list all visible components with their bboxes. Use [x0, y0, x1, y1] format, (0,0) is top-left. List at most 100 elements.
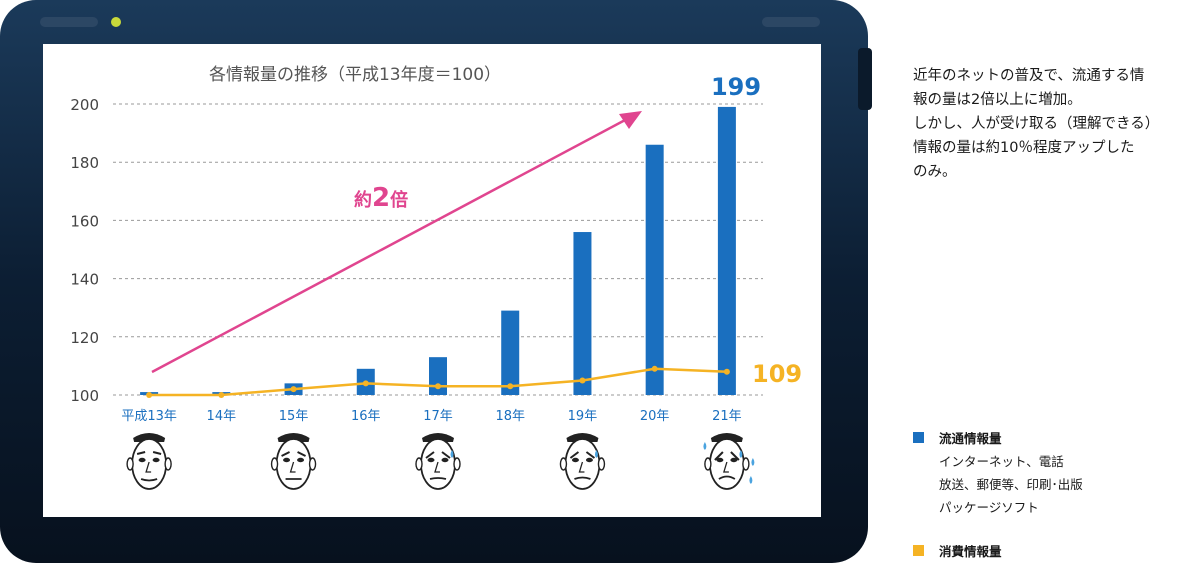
legend-detail: 放送、郵便等、印刷･出版 — [939, 477, 1083, 492]
bar — [645, 144, 664, 395]
eye — [716, 457, 724, 463]
face-neutral-icon — [126, 433, 172, 490]
legend-swatch-flow — [913, 432, 924, 443]
line-point — [651, 365, 658, 372]
eye — [283, 457, 291, 463]
gridlines — [113, 103, 763, 396]
annotation-suffix: 倍 — [390, 189, 408, 211]
tablet-screen: 各情報量の推移（平成13年度＝100） 100 120 140 160 180 200 平… — [43, 44, 821, 517]
ear — [597, 457, 606, 471]
bar — [501, 310, 520, 395]
eyebrow — [714, 451, 724, 461]
line-point — [507, 383, 514, 390]
y-tick-label: 180 — [70, 154, 99, 172]
bar — [429, 357, 447, 395]
bar-series — [140, 106, 736, 395]
bar-end-label: 199 — [711, 73, 761, 101]
ear — [308, 457, 317, 471]
line-point — [579, 377, 586, 384]
x-axis-labels: 平成13年 14年 15年 16年 17年 18年 19年 20年 21年 — [121, 409, 741, 424]
ear — [164, 457, 172, 471]
description-line: 報の量は2倍以上に増加。 — [913, 92, 1082, 108]
sweat-drop — [751, 458, 755, 466]
eyebrow — [569, 451, 580, 459]
sweat-drop — [594, 450, 598, 458]
hair — [133, 433, 166, 442]
line-point — [290, 386, 297, 393]
hair — [710, 433, 743, 442]
eyebrow — [441, 451, 451, 459]
ear — [704, 457, 712, 471]
tablet-side-button — [858, 48, 872, 110]
line-point — [146, 392, 153, 398]
description-line: 情報の量は約10％程度アップした — [913, 140, 1135, 156]
face-worried-icon — [415, 433, 461, 490]
x-tick-label: 平成13年 — [121, 409, 177, 424]
eyebrow — [297, 451, 307, 457]
mouth — [574, 476, 591, 480]
legend-detail: インターネット、電話 — [939, 454, 1064, 469]
legend-label-flow: 流通情報量 — [939, 431, 1002, 446]
hair — [277, 433, 310, 442]
line-end-label: 109 — [752, 360, 802, 388]
description-line: 近年のネットの普及で、流通する情 — [913, 68, 1145, 84]
legend-detail: パッケージソフト — [939, 500, 1039, 515]
growth-arrow — [151, 111, 642, 374]
face-sweating-icon — [559, 433, 606, 490]
hair — [422, 433, 454, 442]
eyebrow — [152, 451, 162, 455]
speaker-grille-left — [40, 17, 98, 27]
x-tick-label: 16年 — [351, 409, 381, 424]
x-tick-label: 15年 — [279, 409, 309, 424]
chart-title: 各情報量の推移（平成13年度＝100） — [209, 65, 501, 85]
x-tick-label: 20年 — [640, 409, 670, 424]
nose — [723, 461, 729, 473]
y-axis-labels: 100 120 140 160 180 200 — [70, 96, 99, 405]
speaker-grille-right — [762, 17, 820, 27]
chart: 各情報量の推移（平成13年度＝100） 100 120 140 160 180 200 平… — [70, 65, 802, 490]
x-tick-label: 19年 — [568, 409, 598, 424]
mouth — [140, 478, 158, 482]
eye — [585, 457, 593, 463]
annotation-prefix: 約 — [354, 189, 372, 211]
eyebrow — [585, 451, 596, 459]
y-tick-label: 200 — [70, 96, 99, 114]
description-line: しかし、人が受け取る（理解できる） — [913, 116, 1160, 132]
eyebrow — [136, 451, 146, 455]
sweat-drop — [739, 450, 743, 458]
hair — [566, 433, 599, 442]
line-series — [146, 365, 730, 398]
ear — [453, 457, 461, 471]
y-tick-label: 120 — [70, 329, 99, 347]
annotation-number: 2 — [372, 183, 390, 213]
x-tick-label: 18年 — [495, 409, 525, 424]
y-tick-label: 100 — [70, 387, 99, 405]
x-tick-label: 17年 — [423, 409, 453, 424]
line-point — [362, 380, 369, 387]
nose — [434, 461, 440, 473]
face-tired-icon — [270, 433, 317, 490]
eye — [152, 457, 160, 463]
ear — [559, 457, 568, 471]
sweat-drop — [703, 442, 707, 450]
line-point — [218, 392, 225, 398]
eye — [730, 457, 738, 463]
eyebrow — [425, 451, 435, 459]
legend-swatch-consumption — [913, 545, 924, 556]
bar — [717, 106, 736, 395]
sweat-drop — [749, 476, 753, 484]
legend-label-consumption: 消費情報量 — [939, 544, 1002, 559]
y-tick-label: 140 — [70, 271, 99, 289]
eye — [571, 457, 579, 463]
y-tick-label: 160 — [70, 212, 99, 230]
nose — [289, 461, 296, 473]
description-text: 近年のネットの普及で、流通する情 報の量は2倍以上に増加。 しかし、人が受け取る… — [913, 64, 1200, 184]
faces-row — [126, 433, 755, 490]
ear — [126, 457, 134, 471]
growth-annotation: 約2倍 — [354, 183, 408, 213]
nose — [145, 461, 152, 473]
bar — [573, 232, 592, 395]
ear — [270, 457, 279, 471]
eye — [297, 457, 305, 463]
sweat-drop — [450, 450, 454, 458]
